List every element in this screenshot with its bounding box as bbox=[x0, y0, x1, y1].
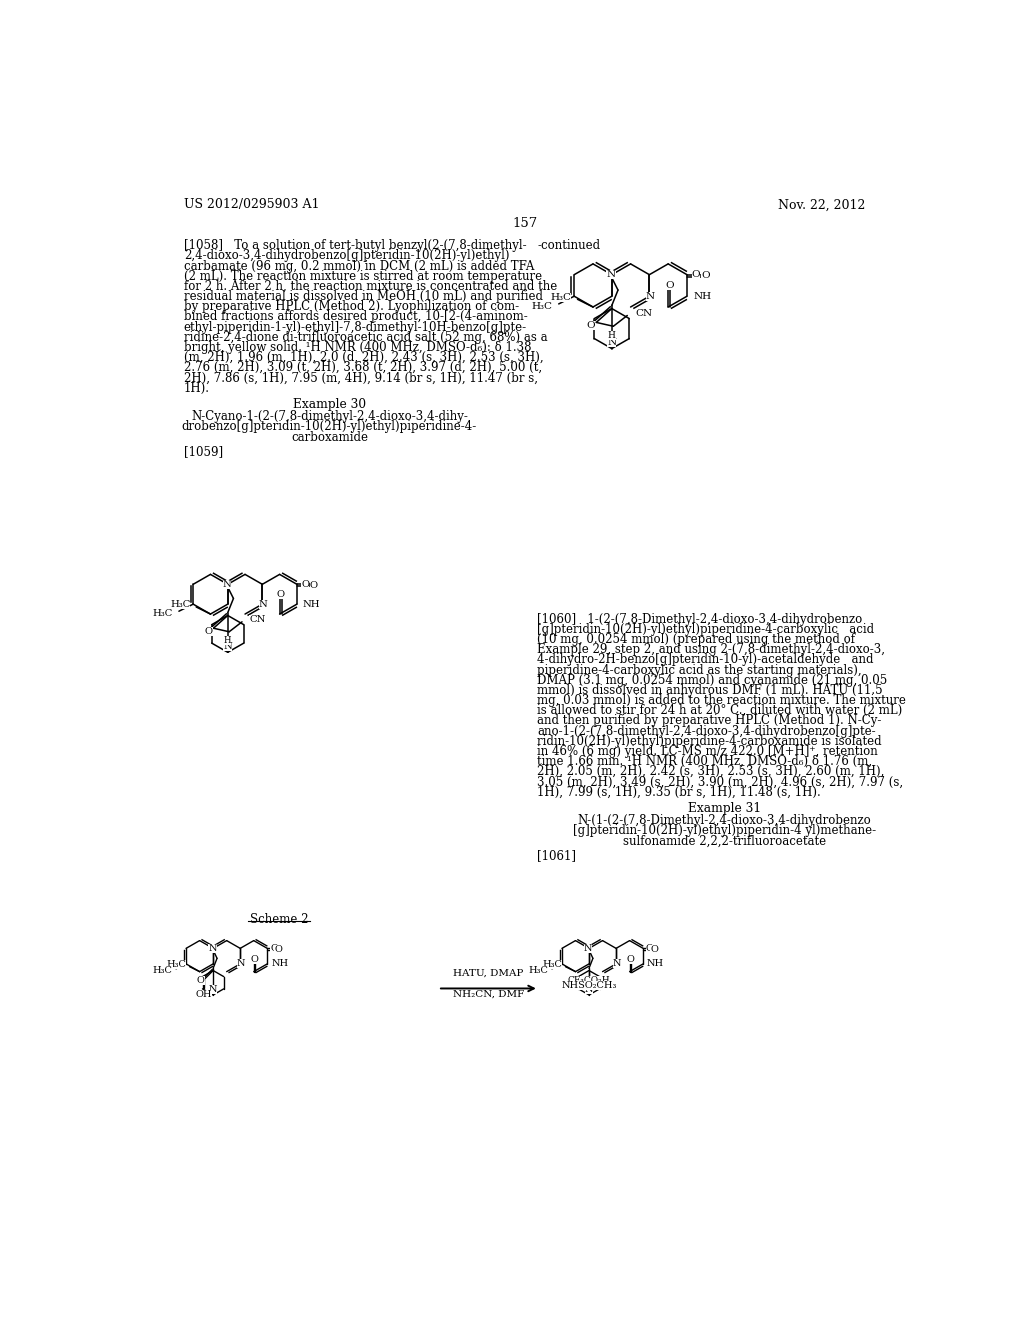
Text: 1H).: 1H). bbox=[183, 381, 210, 395]
Text: NH₂CN, DMF: NH₂CN, DMF bbox=[453, 990, 524, 999]
Text: Example 29, step 2, and using 2-(7,8-dimethyl-2,4-dioxo-3,: Example 29, step 2, and using 2-(7,8-dim… bbox=[538, 643, 885, 656]
Text: ridine-2,4-dione di-trifluoroacetic acid salt (52 mg, 68%) as a: ridine-2,4-dione di-trifluoroacetic acid… bbox=[183, 331, 548, 343]
Text: N: N bbox=[607, 338, 616, 347]
Text: H: H bbox=[608, 331, 615, 339]
Text: 1H), 7.99 (s, 1H), 9.35 (br s, 1H), 11.48 (s, 1H).: 1H), 7.99 (s, 1H), 9.35 (br s, 1H), 11.4… bbox=[538, 785, 821, 799]
Text: O: O bbox=[310, 581, 318, 590]
Text: H₃C: H₃C bbox=[550, 293, 571, 301]
Text: H₃C: H₃C bbox=[543, 961, 562, 969]
Text: US 2012/0295903 A1: US 2012/0295903 A1 bbox=[183, 198, 319, 211]
Text: [1059]: [1059] bbox=[183, 445, 223, 458]
Text: O: O bbox=[251, 954, 258, 964]
Text: CF₃CO₂H: CF₃CO₂H bbox=[567, 975, 610, 985]
Text: [1058]   To a solution of tert-butyl benzyl(2-(7,8-dimethyl-: [1058] To a solution of tert-butyl benzy… bbox=[183, 239, 526, 252]
Text: O: O bbox=[197, 975, 205, 985]
Text: N: N bbox=[645, 292, 654, 301]
Text: N: N bbox=[223, 642, 232, 651]
Text: (10 mg, 0.0254 mmol) (prepared using the method of: (10 mg, 0.0254 mmol) (prepared using the… bbox=[538, 634, 855, 645]
Text: N: N bbox=[209, 985, 217, 994]
Text: O: O bbox=[587, 321, 595, 330]
Text: O: O bbox=[270, 944, 278, 953]
Text: [g]pteridin-10(2H)-yl)ethyl)piperidine-4-carboxylic   acid: [g]pteridin-10(2H)-yl)ethyl)piperidine-4… bbox=[538, 623, 874, 636]
Text: [1060]   1-(2-(7,8-Dimethyl-2,4-dioxo-3,4-dihydrobenzo: [1060] 1-(2-(7,8-Dimethyl-2,4-dioxo-3,4-… bbox=[538, 612, 862, 626]
Text: H: H bbox=[224, 636, 231, 645]
Text: residual material is dissolved in MeOH (10 mL) and purified: residual material is dissolved in MeOH (… bbox=[183, 290, 543, 304]
Text: H₃C: H₃C bbox=[531, 302, 553, 310]
Text: N-Cyano-1-(2-(7,8-dimethyl-2,4-dioxo-3,4-dihy-: N-Cyano-1-(2-(7,8-dimethyl-2,4-dioxo-3,4… bbox=[191, 411, 468, 424]
Text: Scheme 2: Scheme 2 bbox=[250, 913, 308, 927]
Text: -continued: -continued bbox=[538, 239, 600, 252]
Text: (m, 2H), 1.96 (m, 1H), 2.0 (d, 2H), 2.43 (s, 3H), 2.53 (s, 3H),: (m, 2H), 1.96 (m, 1H), 2.0 (d, 2H), 2.43… bbox=[183, 351, 544, 364]
Text: Example 31: Example 31 bbox=[688, 801, 761, 814]
Text: N: N bbox=[612, 960, 622, 969]
Text: sulfonamide 2,2,2-trifluoroacetate: sulfonamide 2,2,2-trifluoroacetate bbox=[624, 834, 826, 847]
Text: mmol) is dissolved in anhydrous DMF (1 mL). HATU (11.5: mmol) is dissolved in anhydrous DMF (1 m… bbox=[538, 684, 883, 697]
Text: N: N bbox=[237, 960, 245, 969]
Text: bright, yellow solid. ¹H NMR (400 MHz, DMSO-d₆): δ 1.38: bright, yellow solid. ¹H NMR (400 MHz, D… bbox=[183, 341, 531, 354]
Text: HATU, DMAP: HATU, DMAP bbox=[454, 969, 523, 978]
Text: (2 mL). The reaction mixture is stirred at room temperature: (2 mL). The reaction mixture is stirred … bbox=[183, 269, 542, 282]
Text: drobenzo[g]pteridin-10(2H)-yl)ethyl)piperidine-4-: drobenzo[g]pteridin-10(2H)-yl)ethyl)pipe… bbox=[182, 420, 477, 433]
Text: DMAP (3.1 mg, 0.0254 mmol) and cyanamide (21 mg, 0.05: DMAP (3.1 mg, 0.0254 mmol) and cyanamide… bbox=[538, 673, 888, 686]
Text: O: O bbox=[646, 944, 653, 953]
Text: for 2 h. After 2 h, the reaction mixture is concentrated and the: for 2 h. After 2 h, the reaction mixture… bbox=[183, 280, 557, 293]
Text: H₃C: H₃C bbox=[528, 966, 549, 975]
Text: carboxamide: carboxamide bbox=[291, 430, 368, 444]
Text: 3.05 (m, 2H), 3.49 (s, 2H), 3.90 (m, 2H), 4.96 (s, 2H), 7.97 (s,: 3.05 (m, 2H), 3.49 (s, 2H), 3.90 (m, 2H)… bbox=[538, 775, 903, 788]
Text: CN: CN bbox=[635, 309, 652, 318]
Text: 2.76 (m, 2H), 3.09 (t, 2H), 3.68 (t, 2H), 3.97 (d, 2H), 5.00 (t,: 2.76 (m, 2H), 3.09 (t, 2H), 3.68 (t, 2H)… bbox=[183, 362, 542, 374]
Text: ano-1-(2-(7,8-dimethyl-2,4-dioxo-3,4-dihydrobenzo[g]pte-: ano-1-(2-(7,8-dimethyl-2,4-dioxo-3,4-dih… bbox=[538, 725, 876, 738]
Text: NHSO₂CH₃: NHSO₂CH₃ bbox=[561, 981, 616, 990]
Text: H₃C: H₃C bbox=[170, 601, 190, 610]
Text: 2H), 2.05 (m, 2H), 2.42 (s, 3H), 2.53 (s, 3H), 2.60 (m, 1H),: 2H), 2.05 (m, 2H), 2.42 (s, 3H), 2.53 (s… bbox=[538, 766, 885, 779]
Text: N: N bbox=[208, 944, 217, 953]
Text: N: N bbox=[606, 271, 615, 279]
Text: O: O bbox=[205, 627, 213, 635]
Text: CN: CN bbox=[249, 615, 265, 624]
Text: Example 30: Example 30 bbox=[293, 397, 366, 411]
Text: O: O bbox=[691, 271, 700, 279]
Text: O: O bbox=[650, 945, 658, 953]
Text: NH: NH bbox=[271, 960, 289, 969]
Text: N: N bbox=[585, 985, 593, 994]
Text: N: N bbox=[259, 599, 267, 609]
Text: by preparative HPLC (Method 2). Lyophilization of com-: by preparative HPLC (Method 2). Lyophili… bbox=[183, 300, 519, 313]
Text: O: O bbox=[627, 954, 635, 964]
Text: in 46% (6 mg) yield. LC-MS m/z 422.0 [M+H]⁺, retention: in 46% (6 mg) yield. LC-MS m/z 422.0 [M+… bbox=[538, 744, 878, 758]
Text: O: O bbox=[276, 590, 285, 599]
Text: 2,4-dioxo-3,4-dihydrobenzo[g]pteridin-10(2H)-yl)ethyl): 2,4-dioxo-3,4-dihydrobenzo[g]pteridin-10… bbox=[183, 249, 509, 263]
Text: [g]pteridin-10(2H)-yl)ethyl)piperidin-4 yl)methane-: [g]pteridin-10(2H)-yl)ethyl)piperidin-4 … bbox=[573, 824, 877, 837]
Text: ridin-10(2H)-yl)ethyl)piperidine-4-carboxamide is isolated: ridin-10(2H)-yl)ethyl)piperidine-4-carbo… bbox=[538, 735, 882, 747]
Text: [1061]: [1061] bbox=[538, 849, 577, 862]
Text: N: N bbox=[584, 944, 593, 953]
Text: ethyl-piperidin-1-yl)-ethyl]-7,8-dimethyl-10H-benzo[g]pte-: ethyl-piperidin-1-yl)-ethyl]-7,8-dimethy… bbox=[183, 321, 527, 334]
Text: N: N bbox=[222, 579, 231, 589]
Text: H₃C: H₃C bbox=[166, 961, 186, 969]
Text: time 1.66 min. ¹H NMR (400 MHz, DMSO-d₆) δ 1.76 (m,: time 1.66 min. ¹H NMR (400 MHz, DMSO-d₆)… bbox=[538, 755, 872, 768]
Text: H₃C: H₃C bbox=[153, 609, 173, 618]
Text: NH: NH bbox=[303, 599, 321, 609]
Text: 4-dihydro-2H-benzo[g]pteridin-10-yl)-acetaldehyde   and: 4-dihydro-2H-benzo[g]pteridin-10-yl)-ace… bbox=[538, 653, 873, 667]
Text: mg, 0.03 mmol) is added to the reaction mixture. The mixture: mg, 0.03 mmol) is added to the reaction … bbox=[538, 694, 906, 708]
Text: and then purified by preparative HPLC (Method 1). N-Cy-: and then purified by preparative HPLC (M… bbox=[538, 714, 882, 727]
Text: 2H), 7.86 (s, 1H), 7.95 (m, 4H), 9.14 (br s, 1H), 11.47 (br s,: 2H), 7.86 (s, 1H), 7.95 (m, 4H), 9.14 (b… bbox=[183, 371, 538, 384]
Text: bined fractions affords desired product, 10-[2-(4-aminom-: bined fractions affords desired product,… bbox=[183, 310, 527, 323]
Text: O: O bbox=[301, 579, 309, 589]
Text: O: O bbox=[274, 945, 283, 953]
Text: NH: NH bbox=[647, 960, 665, 969]
Text: O: O bbox=[665, 281, 674, 290]
Text: N-(1-(2-(7,8-Dimethyl-2,4-dioxo-3,4-dihydrobenzo: N-(1-(2-(7,8-Dimethyl-2,4-dioxo-3,4-dihy… bbox=[578, 814, 871, 828]
Text: is allowed to stir for 24 h at 20° C., diluted with water (2 mL): is allowed to stir for 24 h at 20° C., d… bbox=[538, 704, 902, 717]
Text: O: O bbox=[701, 272, 710, 280]
Text: NH: NH bbox=[693, 292, 712, 301]
Text: H₃C: H₃C bbox=[153, 966, 173, 975]
Text: Nov. 22, 2012: Nov. 22, 2012 bbox=[778, 198, 866, 211]
Text: 157: 157 bbox=[512, 216, 538, 230]
Text: carbamate (96 mg, 0.2 mmol) in DCM (2 mL) is added TFA: carbamate (96 mg, 0.2 mmol) in DCM (2 mL… bbox=[183, 260, 535, 272]
Text: piperidine-4-carboxylic acid as the starting materials),: piperidine-4-carboxylic acid as the star… bbox=[538, 664, 862, 677]
Text: OH: OH bbox=[196, 990, 212, 999]
